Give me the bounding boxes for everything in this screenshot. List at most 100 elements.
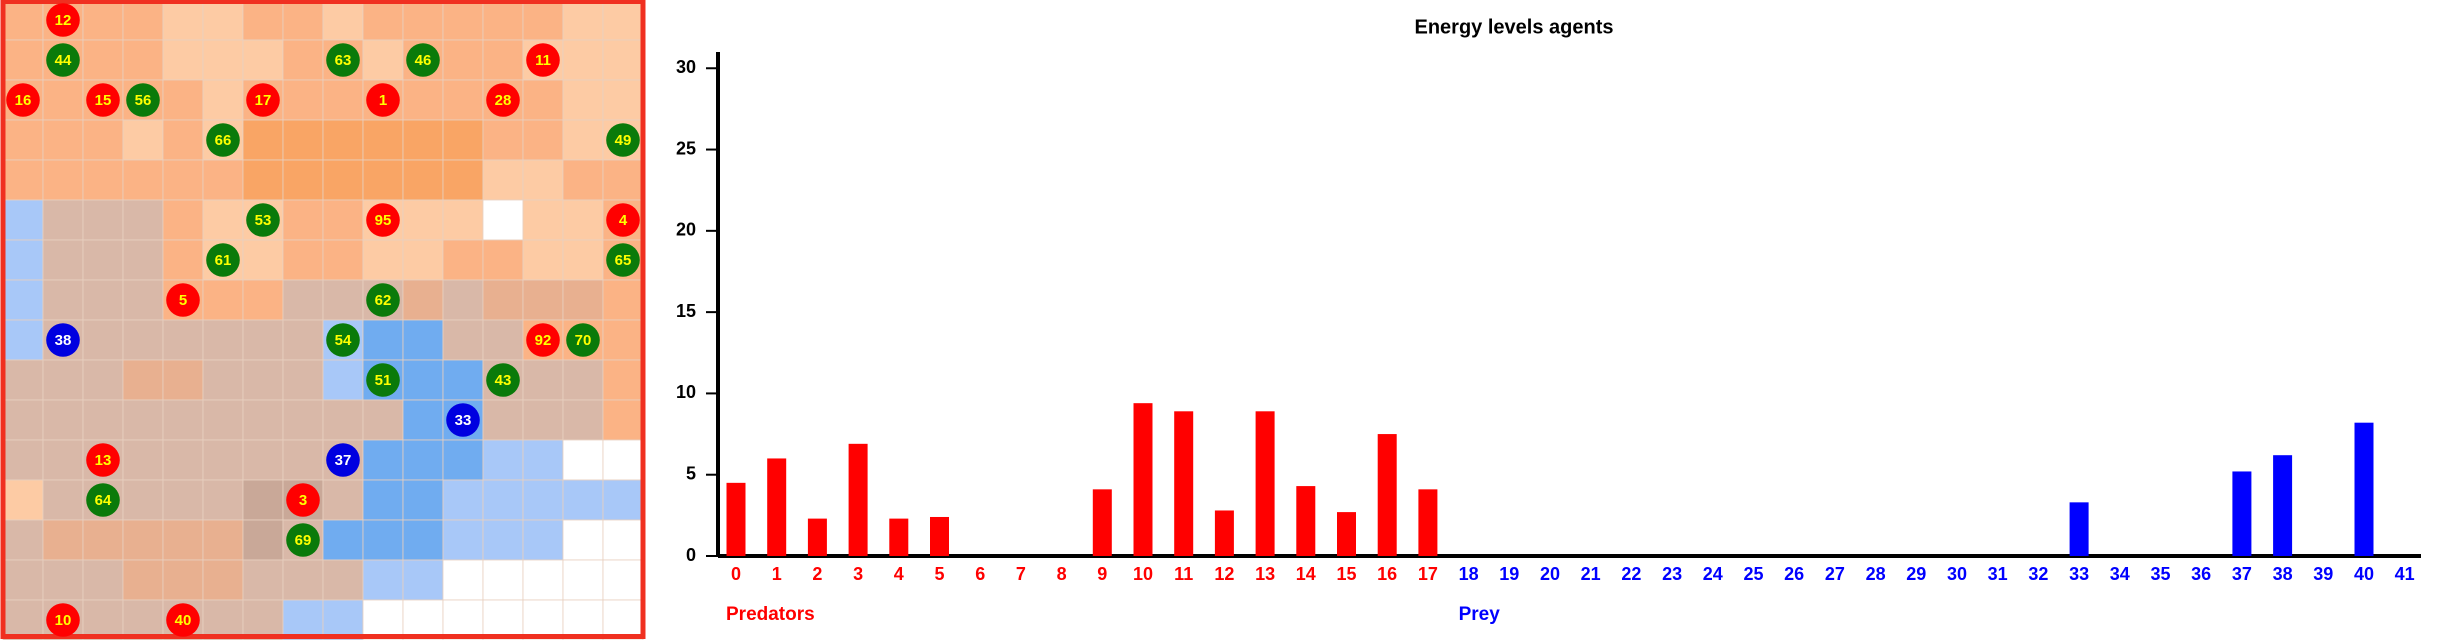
cell — [2, 199, 44, 241]
cell — [362, 519, 404, 561]
cell — [442, 79, 484, 121]
cell — [322, 239, 364, 281]
bar — [1174, 411, 1194, 556]
cell — [522, 199, 564, 241]
x-tick-label: 26 — [1784, 564, 1804, 584]
x-tick-label: 27 — [1825, 564, 1845, 584]
cell — [482, 199, 524, 241]
cell — [162, 239, 204, 281]
cell — [402, 199, 444, 241]
cell — [362, 439, 404, 481]
cell — [362, 39, 404, 81]
bar — [889, 518, 909, 556]
cell — [202, 559, 244, 601]
cell — [522, 399, 564, 441]
cell — [322, 399, 364, 441]
cell — [602, 599, 644, 640]
bar — [2232, 471, 2252, 556]
cell — [82, 559, 124, 601]
cell — [482, 439, 524, 481]
cell — [562, 0, 604, 41]
cell — [122, 439, 164, 481]
agent-label: 5 — [179, 292, 187, 309]
cell — [522, 79, 564, 121]
cell — [442, 39, 484, 81]
cell — [402, 479, 444, 521]
agent — [606, 243, 640, 277]
cell — [442, 559, 484, 601]
cell — [202, 479, 244, 521]
agent-label: 16 — [15, 92, 32, 109]
agent — [166, 603, 200, 637]
cell — [82, 119, 124, 161]
agent — [446, 403, 480, 437]
cell — [82, 359, 124, 401]
y-tick-label: 20 — [676, 220, 696, 240]
x-tick-label: 23 — [1662, 564, 1682, 584]
cell — [42, 439, 84, 481]
cell — [82, 519, 124, 561]
cell — [42, 399, 84, 441]
cell — [282, 79, 324, 121]
cell — [122, 39, 164, 81]
cell — [522, 0, 564, 41]
bar — [1418, 489, 1438, 556]
cell — [482, 159, 524, 201]
cell — [562, 599, 604, 640]
cell — [482, 479, 524, 521]
cell — [122, 0, 164, 41]
cell — [2, 279, 44, 321]
x-tick-label: 31 — [1988, 564, 2008, 584]
cell — [242, 279, 284, 321]
cell — [602, 399, 644, 441]
agent-label: 69 — [295, 532, 312, 549]
cell — [282, 159, 324, 201]
cell — [562, 199, 604, 241]
x-tick-label: 40 — [2354, 564, 2374, 584]
agent-label: 62 — [375, 292, 392, 309]
cell — [322, 159, 364, 201]
cell — [82, 239, 124, 281]
cell — [322, 0, 364, 41]
agent — [46, 323, 80, 357]
agent-label: 65 — [615, 252, 632, 269]
cell — [482, 399, 524, 441]
cell — [482, 559, 524, 601]
cell — [2, 119, 44, 161]
cell — [42, 359, 84, 401]
agent — [326, 443, 360, 477]
cell — [202, 199, 244, 241]
agent-label: 13 — [95, 452, 112, 469]
cell — [202, 79, 244, 121]
cell — [82, 0, 124, 41]
cell — [122, 119, 164, 161]
cell — [322, 559, 364, 601]
agent — [206, 243, 240, 277]
agent — [46, 603, 80, 637]
bar — [1133, 403, 1153, 556]
agent — [166, 283, 200, 317]
agent-label: 28 — [495, 92, 512, 109]
cell — [442, 439, 484, 481]
agent — [86, 483, 120, 517]
chart-title: Energy levels agents — [1415, 16, 1614, 38]
x-tick-label: 15 — [1336, 564, 1356, 584]
cell — [162, 519, 204, 561]
cell — [482, 239, 524, 281]
cell — [522, 519, 564, 561]
x-tick-label: 20 — [1540, 564, 1560, 584]
cell — [122, 279, 164, 321]
cell — [82, 199, 124, 241]
x-tick-label: 36 — [2191, 564, 2211, 584]
cell — [82, 279, 124, 321]
cell — [162, 319, 204, 361]
cell — [522, 239, 564, 281]
cell — [162, 159, 204, 201]
x-tick-label: 10 — [1133, 564, 1153, 584]
cell — [602, 79, 644, 121]
cell — [2, 479, 44, 521]
y-tick-label: 15 — [676, 301, 696, 321]
cell — [202, 399, 244, 441]
cell — [242, 559, 284, 601]
